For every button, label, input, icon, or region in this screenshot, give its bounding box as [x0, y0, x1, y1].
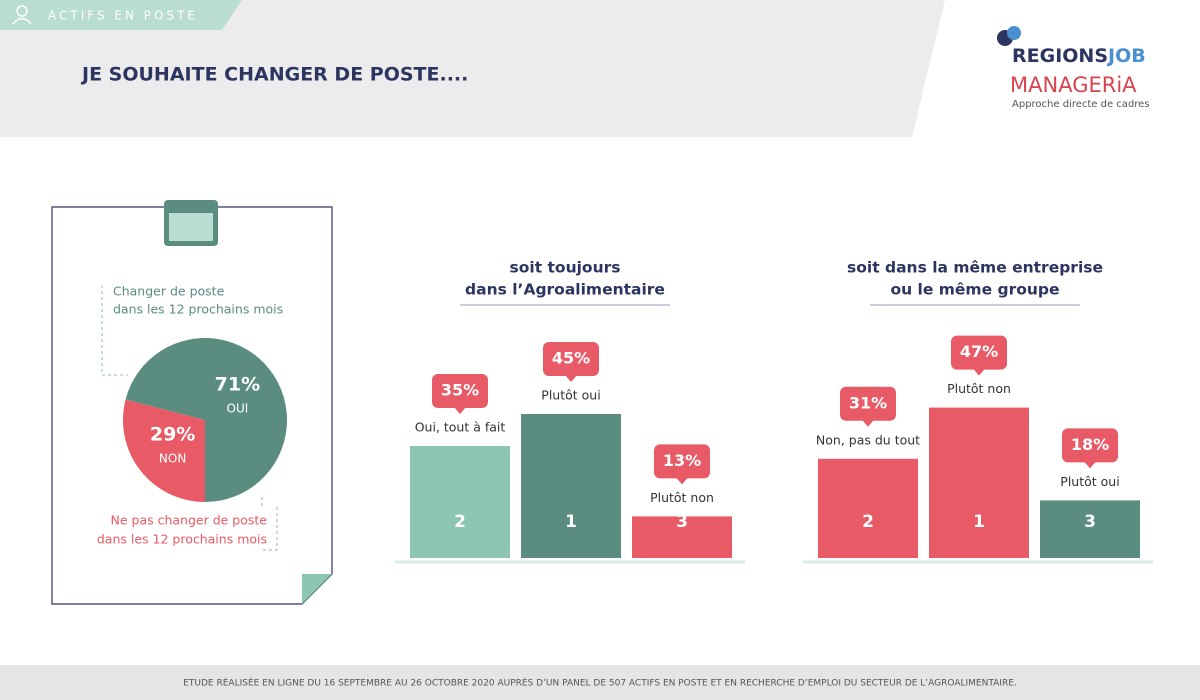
bar	[632, 516, 732, 558]
chart-title: ou le même groupe	[890, 281, 1059, 299]
value-label: 13%	[663, 451, 701, 470]
page-title: JE SOUHAITE CHANGER DE POSTE....	[80, 64, 468, 86]
value-label: 71%	[215, 373, 260, 395]
chart-title: soit toujours	[510, 259, 621, 277]
value-box-pointer	[1084, 461, 1096, 469]
bar-label: Plutôt oui	[541, 388, 600, 403]
logo-icon	[1007, 26, 1021, 40]
slice-label: NON	[159, 452, 186, 466]
bar	[1040, 500, 1140, 558]
bar	[410, 446, 510, 558]
bar	[521, 414, 621, 558]
value-label: 35%	[441, 381, 479, 400]
connector	[261, 497, 278, 551]
pie-slice	[125, 337, 287, 502]
logo-accent: JOB	[1106, 45, 1146, 67]
value-box-pointer	[973, 368, 985, 376]
rank: 1	[565, 512, 577, 532]
bar-label: Oui, tout à fait	[415, 420, 506, 435]
tag-bg	[0, 0, 242, 30]
page-fold	[302, 574, 332, 604]
slice-label: OUI	[227, 401, 249, 415]
user-icon	[16, 5, 28, 17]
footer: ETUDE RÉALISÉE EN LIGNE DU 16 SEPTEMBRE …	[183, 677, 1017, 689]
value-label: 47%	[960, 342, 998, 361]
value-box	[951, 335, 1007, 370]
logo: REGIONSJOB	[1012, 45, 1146, 67]
chart-title: soit dans la même entreprise	[847, 259, 1103, 277]
bar	[818, 458, 918, 558]
annotation: dans les 12 prochains mois	[97, 532, 267, 547]
value-box	[840, 386, 896, 421]
value-box-pointer	[862, 419, 874, 427]
tag: ACTIFS EN POSTE	[48, 9, 198, 23]
connector	[101, 285, 128, 376]
annotation: Changer de poste	[113, 284, 225, 299]
footer-band	[0, 665, 1200, 700]
user-icon	[12, 17, 32, 25]
logo2-sub: Approche directe de cadres	[1012, 99, 1150, 110]
rank: 2	[862, 512, 874, 532]
rank: 1	[973, 512, 985, 532]
value-box-pointer	[676, 477, 688, 485]
pie-slice	[122, 399, 205, 502]
calendar-icon	[169, 213, 213, 241]
rank: 2	[454, 512, 466, 532]
bar-label: Non, pas du tout	[816, 432, 920, 447]
value-label: 31%	[849, 393, 887, 412]
value-box	[654, 444, 710, 479]
value-box	[432, 374, 488, 408]
rank: 3	[1084, 512, 1096, 532]
value-box	[543, 342, 599, 376]
value-box-pointer	[454, 407, 466, 414]
bar-label: Plutôt non	[947, 381, 1011, 396]
bar-label: Plutôt oui	[1060, 474, 1119, 489]
annotation: Ne pas changer de poste	[111, 513, 268, 528]
annotation: dans les 12 prochains mois	[113, 302, 283, 317]
logo2: MANAGERiA	[1010, 73, 1137, 97]
value-label: 18%	[1071, 435, 1109, 454]
rank: 3	[676, 512, 688, 532]
chart-title: dans l’Agroalimentaire	[465, 281, 665, 299]
bar-label: Plutôt non	[650, 490, 714, 505]
value-label: 29%	[150, 424, 195, 446]
logo-area	[912, 0, 1200, 137]
value-box-pointer	[565, 375, 577, 382]
value-box	[1062, 428, 1118, 463]
bar	[929, 407, 1029, 558]
value-label: 45%	[552, 349, 590, 368]
logo-main: REGIONS	[1012, 45, 1108, 67]
